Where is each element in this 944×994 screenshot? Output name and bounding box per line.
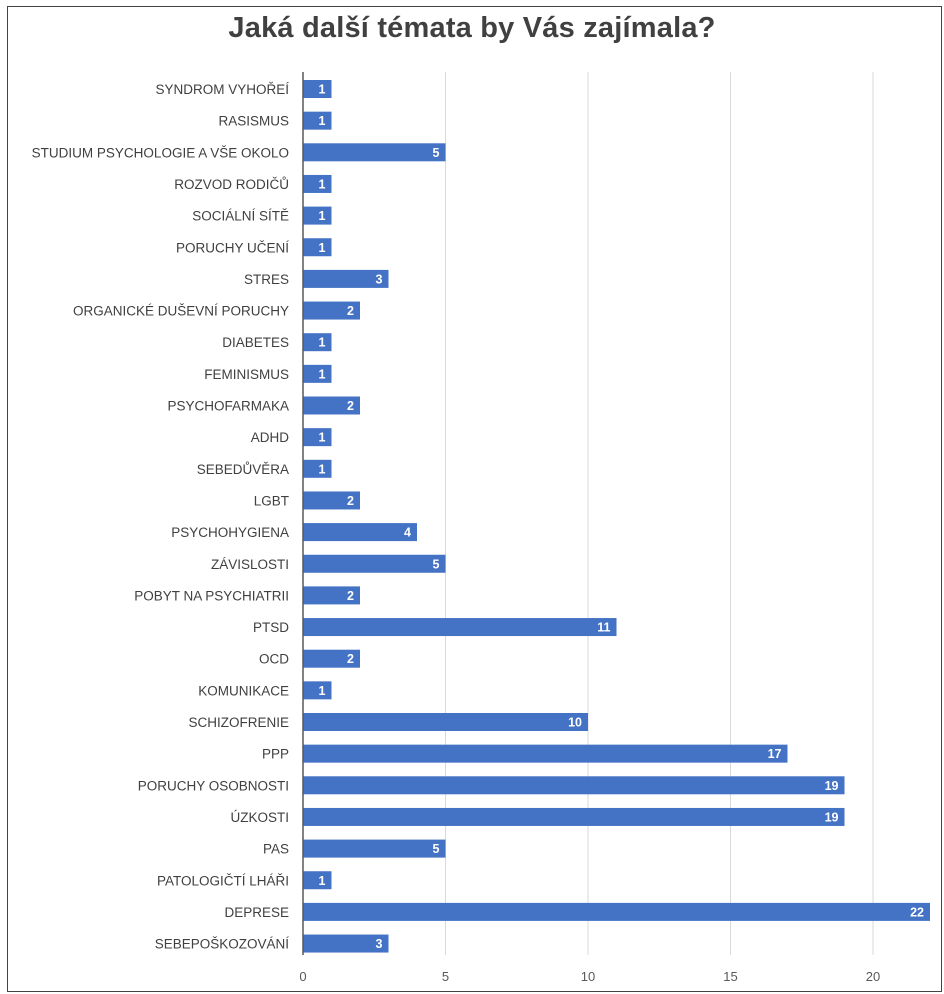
data-label: 2: [347, 304, 354, 318]
data-label: 19: [825, 810, 839, 824]
category-label: ÚZKOSTI: [230, 810, 289, 825]
data-label: 10: [568, 716, 582, 730]
category-label: ZÁVISLOSTI: [211, 557, 289, 572]
category-label: DEPRESE: [224, 905, 289, 920]
category-label: ROZVOD RODIČŮ: [174, 177, 289, 192]
category-label: FEMINISMUS: [204, 367, 289, 382]
bar: [303, 269, 389, 288]
bar: [303, 206, 332, 225]
data-label: 11: [597, 621, 610, 635]
category-label: PSYCHOFARMAKA: [167, 399, 289, 414]
data-label: 4: [404, 526, 411, 540]
category-label: LGBT: [254, 493, 289, 508]
category-label: DIABETES: [222, 335, 289, 350]
bar: [303, 902, 930, 921]
x-tick-label: 20: [866, 969, 880, 984]
bar: [303, 649, 360, 668]
bar: [303, 364, 332, 383]
bar: [303, 428, 332, 447]
bar: [303, 111, 332, 130]
x-tick-label: 15: [723, 969, 737, 984]
category-label: ADHD: [251, 430, 290, 445]
bar: [303, 459, 332, 478]
category-label: ORGANICKÉ DUŠEVNÍ PORUCHY: [73, 304, 289, 319]
data-label: 2: [347, 494, 354, 508]
gridlines: [445, 72, 874, 955]
data-label: 1: [319, 431, 326, 445]
data-label: 1: [319, 241, 326, 255]
category-label: SEBEDŮVĚRA: [197, 462, 289, 477]
bar: [303, 80, 332, 98]
category-label: SYNDROM VYHOŘEÍ: [155, 82, 289, 97]
category-label: SCHIZOFRENIE: [188, 715, 289, 730]
category-label: STRES: [244, 272, 289, 287]
x-tick-label: 5: [442, 969, 449, 984]
data-label: 1: [319, 83, 326, 97]
category-label: OCD: [259, 652, 289, 667]
category-label: KOMUNIKACE: [198, 683, 289, 698]
category-label: STUDIUM PSYCHOLOGIE A VŠE OKOLO: [32, 145, 289, 160]
bar: [303, 744, 788, 763]
data-label: 2: [347, 652, 354, 666]
data-label: 1: [319, 684, 326, 698]
category-label: SOCIÁLNÍ SÍTĚ: [192, 209, 289, 224]
bar: [303, 586, 360, 605]
data-label: 3: [376, 272, 383, 286]
bar: [303, 238, 332, 257]
data-label: 19: [825, 779, 839, 793]
category-label: PSYCHOHYGIENA: [171, 525, 289, 540]
data-label: 17: [768, 747, 782, 761]
category-label: PORUCHY OSOBNOSTI: [138, 778, 289, 793]
data-label: 5: [433, 146, 440, 160]
bar: [303, 554, 446, 573]
bar: [303, 839, 446, 858]
category-labels: SYNDROM VYHOŘEÍ RASISMUS STUDIUM PSYCHOLOG…: [32, 82, 290, 952]
category-label: PORUCHY UČENÍ: [176, 240, 289, 255]
data-label: 5: [433, 842, 440, 856]
bar: [303, 396, 360, 415]
category-label: POBYT NA PSYCHIATRII: [134, 588, 289, 603]
data-label: 1: [319, 336, 326, 350]
bar: [303, 143, 446, 162]
data-label: 22: [910, 905, 924, 919]
data-label: 1: [319, 114, 326, 128]
bar: [303, 681, 332, 700]
category-label: PAS: [263, 842, 289, 857]
chart-frame: [7, 6, 942, 992]
bar: [303, 776, 845, 795]
data-label: 1: [319, 462, 326, 476]
bar: [303, 523, 417, 542]
data-label: 1: [319, 367, 326, 381]
data-label: 3: [376, 937, 383, 951]
data-label: 2: [347, 589, 354, 603]
x-tick-label: 0: [299, 969, 306, 984]
data-label: 1: [319, 874, 326, 888]
bar: [303, 301, 360, 320]
bar: [303, 174, 332, 193]
bar: [303, 618, 617, 637]
category-label: PATOLOGIČTÍ LHÁŘI: [157, 873, 289, 888]
bar: [303, 713, 588, 731]
x-tick-labels: 0 5 10 15 20: [299, 969, 880, 984]
bar: [303, 934, 389, 953]
category-label: RASISMUS: [218, 114, 289, 129]
chart-title: Jaká další témata by Vás zajímala?: [228, 12, 716, 44]
x-tick-label: 10: [581, 969, 595, 984]
bar: [303, 807, 845, 826]
bar: [303, 491, 360, 510]
bar: [303, 871, 332, 890]
data-label: 1: [319, 177, 326, 191]
bar: [303, 333, 332, 352]
category-label: SEBEPOŠKOZOVÁNÍ: [155, 937, 290, 952]
data-label: 5: [433, 557, 440, 571]
category-label: PTSD: [253, 620, 289, 635]
data-label: 1: [319, 209, 326, 223]
data-label: 2: [347, 399, 354, 413]
category-label: PPP: [262, 747, 289, 762]
